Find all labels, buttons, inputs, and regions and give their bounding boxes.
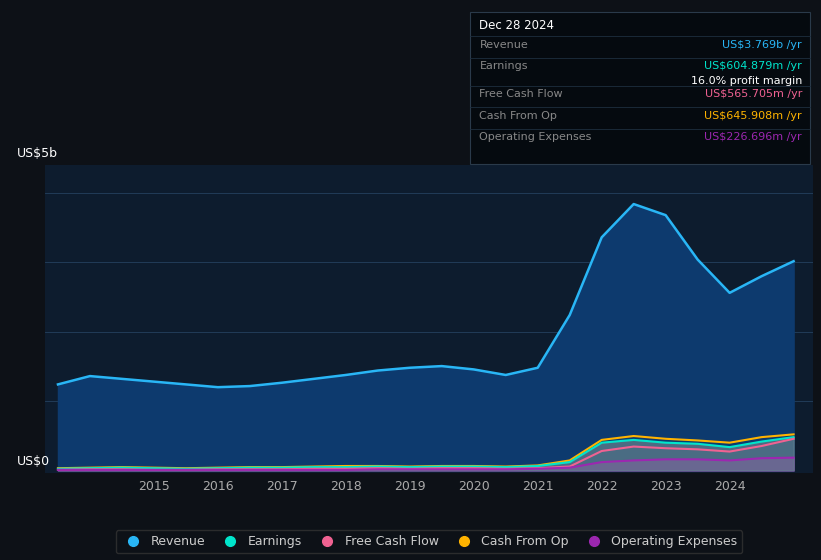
Text: US$604.879m /yr: US$604.879m /yr [704,62,802,71]
Text: Cash From Op: Cash From Op [479,111,557,121]
Text: US$226.696m /yr: US$226.696m /yr [704,132,802,142]
Text: US$0: US$0 [16,455,49,468]
Text: US$5b: US$5b [16,147,57,160]
Text: Revenue: Revenue [479,40,528,50]
Text: Operating Expenses: Operating Expenses [479,132,592,142]
Text: 16.0% profit margin: 16.0% profit margin [690,76,802,86]
Text: Free Cash Flow: Free Cash Flow [479,89,563,99]
Text: Earnings: Earnings [479,62,528,71]
Text: Dec 28 2024: Dec 28 2024 [479,19,554,32]
Text: US$565.705m /yr: US$565.705m /yr [704,89,802,99]
Text: US$645.908m /yr: US$645.908m /yr [704,111,802,121]
Text: US$3.769b /yr: US$3.769b /yr [722,40,802,50]
Legend: Revenue, Earnings, Free Cash Flow, Cash From Op, Operating Expenses: Revenue, Earnings, Free Cash Flow, Cash … [116,530,742,553]
